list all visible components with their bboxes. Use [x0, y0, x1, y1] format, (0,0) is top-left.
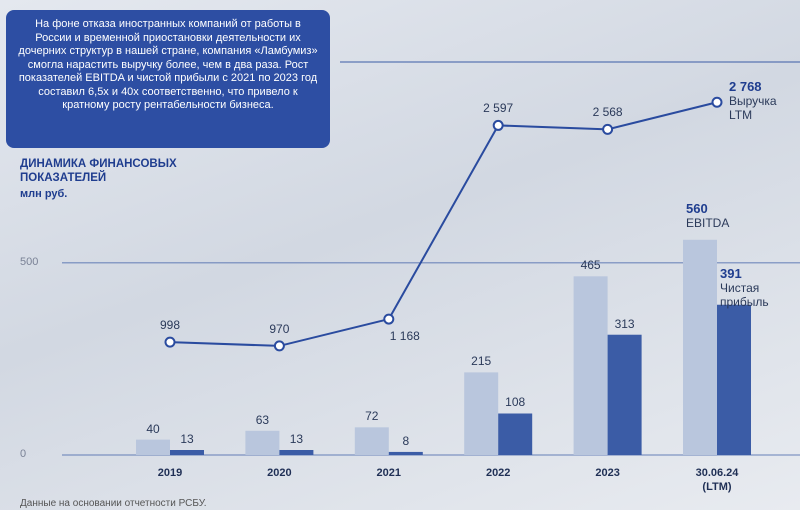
line: [169, 101, 718, 347]
value-label: 1 168: [389, 329, 420, 344]
bar: [683, 239, 717, 455]
y-tick-label: 0: [20, 448, 27, 460]
x-tick-label: 30.06.24 (LTM): [695, 467, 739, 493]
bar: [388, 451, 423, 455]
info-box: На фоне отказа иностранных компаний от р…: [6, 10, 330, 148]
chart-title: ДИНАМИКА ФИНАНСОВЫХ ПОКАЗАТЕЛЕЙ: [20, 158, 177, 184]
bar: [170, 450, 204, 455]
chart-subtitle: млн руб.: [20, 188, 68, 200]
value-label: 2 597: [483, 101, 514, 116]
line-point: [273, 340, 285, 352]
value-label: 8: [402, 433, 410, 448]
value-label: 560: [686, 200, 708, 216]
x-tick-label: 2023: [595, 467, 620, 479]
x-tick-label: 2021: [376, 467, 402, 479]
y-tick-label: 500: [20, 255, 39, 268]
legend-label: EBITDA: [686, 215, 730, 230]
value-label: 63: [255, 412, 270, 427]
value-label: 215: [471, 354, 492, 369]
bar: [279, 450, 314, 455]
value-label: 13: [289, 432, 304, 446]
value-label: 998: [159, 318, 181, 333]
value-label: 391: [720, 265, 742, 281]
value-label: 2 768: [729, 79, 762, 95]
value-label: 13: [180, 432, 194, 446]
x-tick-label: 2020: [267, 467, 292, 479]
value-label: 40: [146, 421, 160, 436]
bar: [717, 304, 751, 455]
bar: [354, 427, 389, 455]
value-label: 465: [580, 258, 601, 273]
bar: [464, 372, 499, 455]
line-point: [383, 313, 395, 325]
value-label: 313: [614, 316, 635, 331]
legend-label: Чистая прибыль: [720, 280, 769, 309]
value-label: 970: [269, 321, 290, 336]
value-label: 2 568: [592, 105, 623, 120]
x-tick-label: 2019: [157, 467, 183, 479]
bar: [136, 439, 170, 455]
line-point: [164, 336, 176, 348]
line-point: [602, 123, 614, 135]
line-point: [492, 119, 504, 131]
value-label: 108: [505, 395, 526, 410]
line-point: [711, 96, 723, 108]
bar: [607, 334, 642, 455]
bar: [573, 276, 608, 455]
value-label: 72: [365, 409, 379, 424]
bar: [498, 413, 533, 455]
footnote: Данные на основании отчетности РСБУ.: [20, 498, 207, 509]
legend-label: Выручка LTM: [729, 94, 777, 123]
bar: [245, 430, 280, 455]
x-tick-label: 2022: [485, 467, 511, 479]
